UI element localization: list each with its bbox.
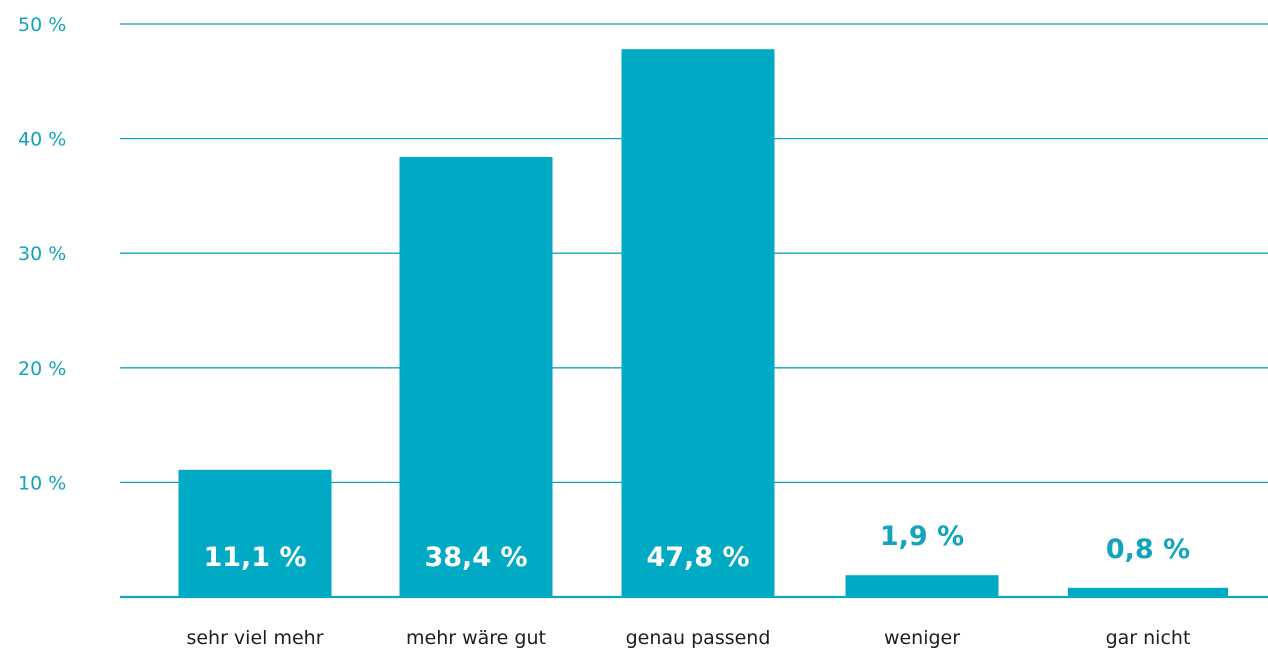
bars (178, 49, 1228, 598)
y-tick-label: 40 % (18, 129, 66, 151)
bar (178, 469, 332, 597)
bar-value-label: 0,8 % (1106, 534, 1190, 565)
y-tick-label: 30 % (18, 243, 66, 265)
bar (399, 156, 553, 597)
bar (1068, 587, 1228, 597)
bar-value-label: 38,4 % (424, 542, 527, 573)
bar-value-label: 1,9 % (880, 521, 964, 552)
y-tick-label: 20 % (18, 358, 66, 380)
x-category-label: sehr viel mehr (186, 627, 323, 649)
y-tick-label: 10 % (18, 472, 66, 494)
y-tick-label: 50 % (18, 14, 66, 36)
labels: 10 % 20 % 30 % 40 % 50 % 11,1 % sehr viel mehr… (18, 14, 1190, 649)
bar (621, 49, 775, 598)
x-category-label: weniger (884, 627, 960, 649)
x-category-label: mehr wäre gut (406, 627, 546, 649)
bar (845, 575, 999, 597)
x-category-label: genau passend (626, 627, 771, 649)
bar-value-label: 11,1 % (203, 542, 306, 573)
x-category-label: gar nicht (1106, 627, 1191, 649)
bar-value-label: 47,8 % (646, 542, 749, 573)
